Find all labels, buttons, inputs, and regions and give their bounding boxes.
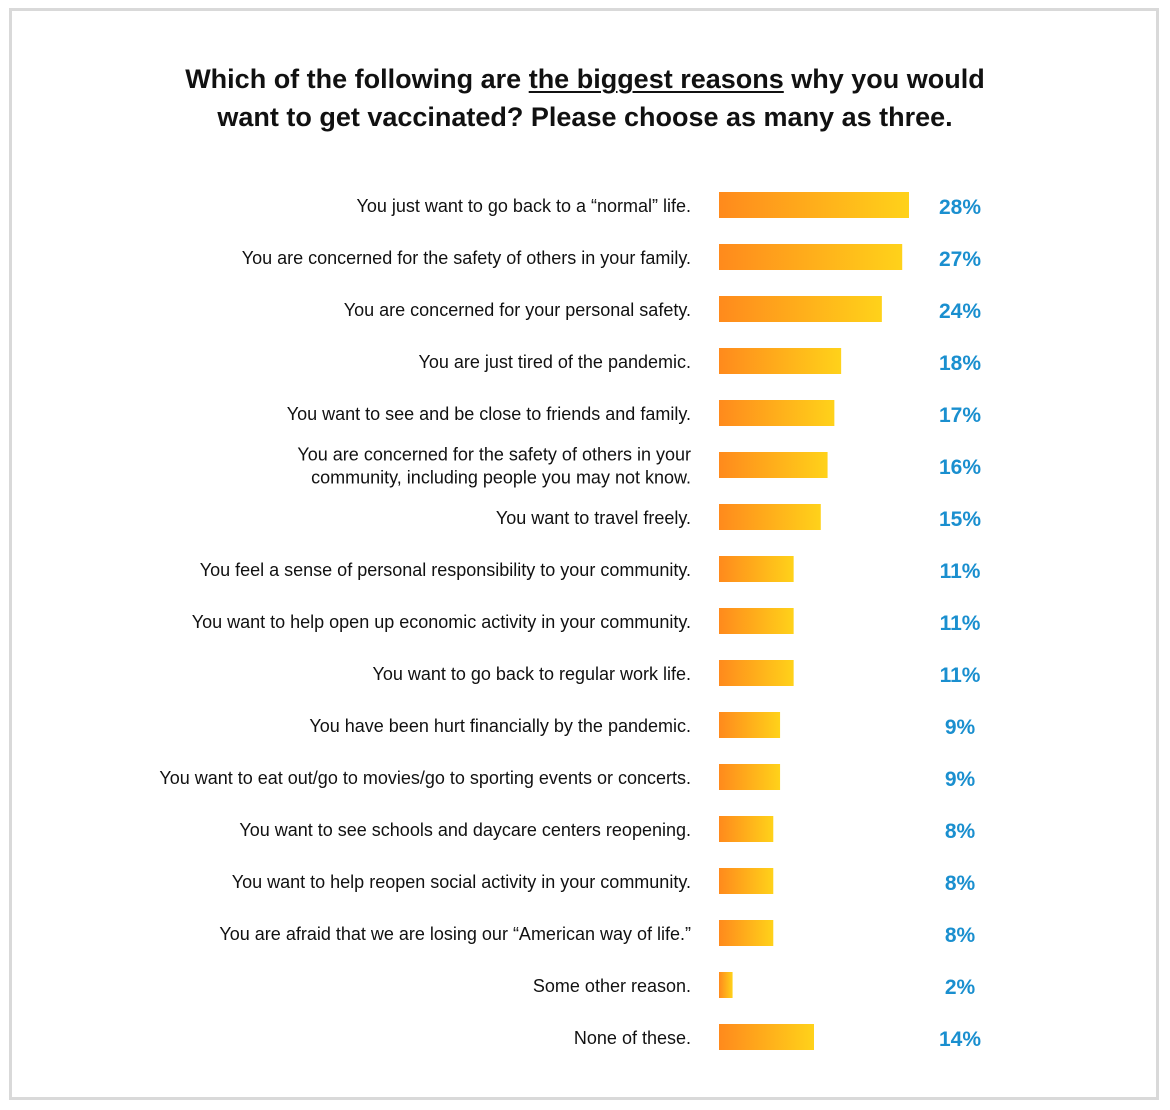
category-label-line: You want to travel freely. [496, 508, 691, 528]
bar [719, 1024, 814, 1050]
category-label: You feel a sense of personal responsibil… [200, 560, 691, 580]
value-label: 8% [945, 924, 976, 947]
bar [719, 244, 903, 270]
category-label-line: You just want to go back to a “normal” l… [356, 196, 691, 216]
bar [719, 868, 774, 894]
category-label: You want to see schools and daycare cent… [239, 820, 691, 840]
bar-row: You want to travel freely. 15% [496, 504, 981, 531]
category-label: None of these. [574, 1028, 691, 1048]
title-line-2: want to get vaccinated? Please choose as… [217, 102, 953, 132]
bar [719, 504, 821, 530]
value-label: 8% [945, 872, 976, 895]
value-label: 16% [939, 456, 981, 479]
bar [719, 608, 794, 634]
value-label: 11% [940, 612, 981, 635]
bar-rows: You just want to go back to a “normal” l… [159, 192, 981, 1051]
category-label-line: None of these. [574, 1028, 691, 1048]
category-label-line: You feel a sense of personal responsibil… [200, 560, 691, 580]
category-label-line: You are just tired of the pandemic. [418, 352, 691, 372]
value-label: 11% [940, 664, 981, 687]
bar [719, 192, 909, 218]
value-label: 9% [945, 716, 976, 739]
category-label-line: You are afraid that we are losing our “A… [219, 924, 691, 944]
chart-frame [9, 8, 1159, 1100]
value-label: 2% [945, 976, 976, 999]
bar [719, 712, 781, 738]
bar-row: You are concerned for the safety of othe… [242, 244, 981, 271]
category-label-line: You want to go back to regular work life… [372, 664, 691, 684]
title-line-1: Which of the following are the biggest r… [0, 60, 1170, 98]
value-label: 11% [940, 560, 981, 583]
bar-row: You have been hurt financially by the pa… [309, 712, 975, 739]
category-label: You want to go back to regular work life… [372, 664, 691, 684]
value-label: 27% [939, 248, 981, 271]
title-emphasis: the biggest reasons [528, 64, 784, 94]
category-label: You just want to go back to a “normal” l… [356, 196, 691, 216]
category-label-line: Some other reason. [533, 976, 691, 996]
category-label: You want to help open up economic activi… [192, 612, 691, 632]
bar [719, 296, 882, 322]
category-label-line: You want to see schools and daycare cent… [239, 820, 691, 840]
bar-row: You want to help reopen social activity … [232, 868, 976, 895]
bar-row: You want to see and be close to friends … [287, 400, 981, 427]
category-label-line: You are concerned for your personal safe… [344, 300, 691, 320]
value-label: 18% [939, 352, 981, 375]
bar-row: You are just tired of the pandemic. 18% [418, 348, 981, 375]
bar-row: You are afraid that we are losing our “A… [219, 920, 975, 947]
value-label: 9% [945, 768, 976, 791]
bar [719, 556, 794, 582]
title-line-1-end: why you would [783, 64, 985, 94]
category-label-line: community, including people you may not … [311, 468, 691, 488]
bar-row: You want to see schools and daycare cent… [239, 816, 975, 843]
category-label-line: You want to help open up economic activi… [192, 612, 691, 632]
category-label-line: You are concerned for the safety of othe… [297, 445, 691, 465]
category-label-line: You want to eat out/go to movies/go to s… [159, 768, 691, 788]
chart-title: Which of the following are the biggest r… [0, 60, 1170, 136]
bar-row: You are concerned for the safety of othe… [297, 445, 981, 488]
category-label: You have been hurt financially by the pa… [309, 716, 691, 736]
category-label: You want to eat out/go to movies/go to s… [159, 768, 691, 788]
category-label: Some other reason. [533, 976, 691, 996]
bar-row: You just want to go back to a “normal” l… [356, 192, 981, 219]
bar-row: You are concerned for your personal safe… [344, 296, 981, 323]
category-label-line: You want to help reopen social activity … [232, 872, 691, 892]
bar [719, 816, 774, 842]
value-label: 28% [939, 196, 981, 219]
bar-row: You feel a sense of personal responsibil… [200, 556, 981, 583]
bar [719, 348, 842, 374]
category-label: You want to help reopen social activity … [232, 872, 691, 892]
category-label-line: You have been hurt financially by the pa… [309, 716, 691, 736]
value-label: 17% [939, 404, 981, 427]
bar [719, 920, 774, 946]
category-label: You want to travel freely. [496, 508, 691, 528]
bar-row: None of these. 14% [574, 1024, 981, 1051]
category-label-line: You want to see and be close to friends … [287, 404, 691, 424]
category-label: You want to see and be close to friends … [287, 404, 691, 424]
category-label-line: You are concerned for the safety of othe… [242, 248, 691, 268]
value-label: 15% [939, 508, 981, 531]
bar-row: Some other reason. 2% [533, 972, 976, 999]
bar-row: You want to help open up economic activi… [192, 608, 981, 635]
bar-row: You want to eat out/go to movies/go to s… [159, 764, 975, 791]
category-label: You are concerned for the safety of othe… [242, 248, 691, 268]
category-label: You are afraid that we are losing our “A… [219, 924, 691, 944]
category-label: You are concerned for your personal safe… [344, 300, 691, 320]
bar [719, 972, 733, 998]
category-label: You are just tired of the pandemic. [418, 352, 691, 372]
value-label: 24% [939, 300, 981, 323]
value-label: 8% [945, 820, 976, 843]
title-line-1-start: Which of the following are [185, 64, 529, 94]
bar [719, 764, 781, 790]
category-label: You are concerned for the safety of othe… [297, 445, 691, 488]
bar-row: You want to go back to regular work life… [372, 660, 981, 687]
value-label: 14% [939, 1028, 981, 1051]
bar [719, 660, 794, 686]
bar [719, 452, 828, 478]
bar [719, 400, 835, 426]
